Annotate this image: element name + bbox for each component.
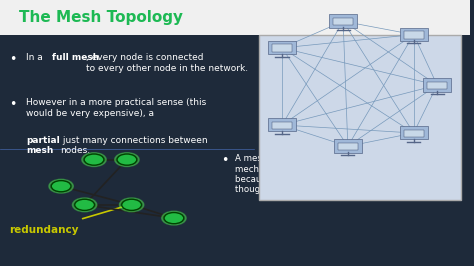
FancyBboxPatch shape bbox=[329, 14, 357, 28]
Circle shape bbox=[122, 199, 141, 210]
Text: •: • bbox=[221, 154, 228, 167]
Circle shape bbox=[84, 154, 104, 165]
FancyBboxPatch shape bbox=[334, 139, 362, 153]
Circle shape bbox=[119, 198, 144, 212]
Circle shape bbox=[115, 153, 139, 167]
Text: just many connections between
nodes.: just many connections between nodes. bbox=[60, 136, 208, 155]
FancyBboxPatch shape bbox=[333, 18, 353, 25]
Text: However in a more practical sense (this
would be very expensive), a: However in a more practical sense (this … bbox=[26, 98, 206, 118]
FancyBboxPatch shape bbox=[338, 143, 358, 150]
FancyBboxPatch shape bbox=[272, 44, 292, 52]
FancyBboxPatch shape bbox=[268, 41, 296, 54]
Text: full mesh: full mesh bbox=[52, 53, 99, 62]
FancyBboxPatch shape bbox=[272, 122, 292, 129]
Text: , every node is connected
to every other node in the network.: , every node is connected to every other… bbox=[86, 53, 248, 73]
FancyBboxPatch shape bbox=[400, 28, 428, 41]
FancyBboxPatch shape bbox=[404, 130, 423, 137]
Circle shape bbox=[73, 198, 97, 212]
Circle shape bbox=[82, 153, 106, 167]
Text: In a: In a bbox=[26, 53, 46, 62]
Circle shape bbox=[162, 211, 186, 225]
Text: The Mesh Topology: The Mesh Topology bbox=[19, 10, 183, 25]
Text: •: • bbox=[9, 98, 17, 111]
Text: A mesh might be used to provide a backup
mechanism should one connection fail,
b: A mesh might be used to provide a backup… bbox=[235, 154, 423, 194]
Circle shape bbox=[75, 199, 94, 210]
FancyBboxPatch shape bbox=[268, 118, 296, 131]
Circle shape bbox=[164, 213, 184, 224]
FancyBboxPatch shape bbox=[258, 35, 461, 200]
Circle shape bbox=[117, 154, 137, 165]
Text: redundancy: redundancy bbox=[9, 225, 79, 235]
Text: partial
mesh: partial mesh bbox=[26, 136, 60, 155]
FancyBboxPatch shape bbox=[0, 0, 470, 35]
Circle shape bbox=[51, 181, 71, 192]
Circle shape bbox=[49, 179, 73, 193]
FancyBboxPatch shape bbox=[404, 31, 423, 39]
FancyBboxPatch shape bbox=[400, 126, 428, 139]
FancyBboxPatch shape bbox=[427, 82, 447, 89]
FancyBboxPatch shape bbox=[423, 78, 451, 92]
Text: •: • bbox=[9, 53, 17, 66]
